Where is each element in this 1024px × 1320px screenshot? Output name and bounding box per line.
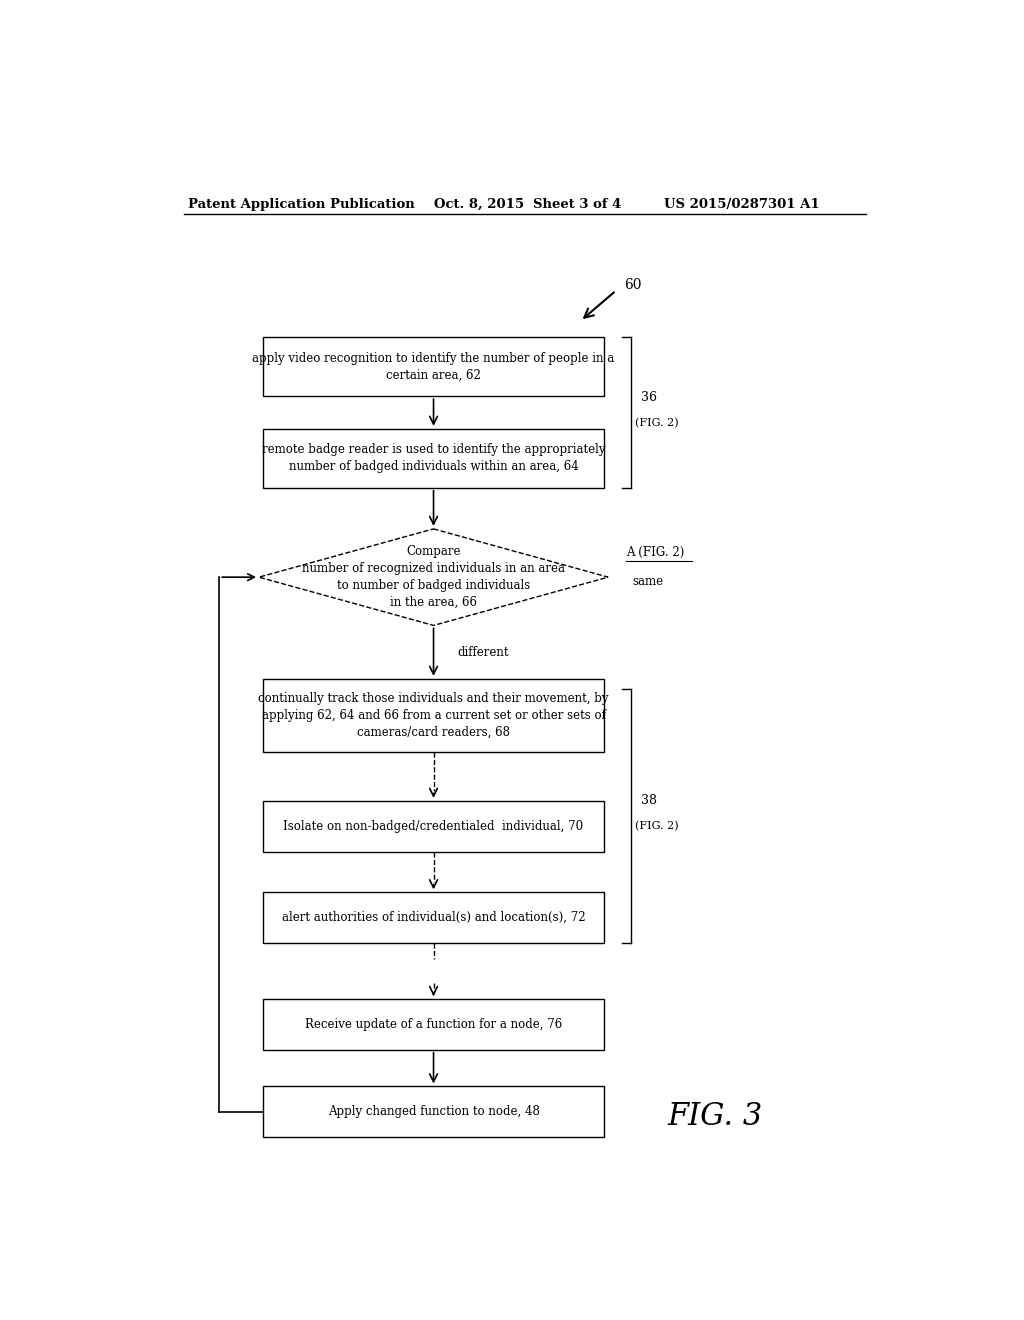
Text: Oct. 8, 2015: Oct. 8, 2015 — [433, 198, 523, 211]
Text: Compare
number of recognized individuals in an area
to number of badged individu: Compare number of recognized individuals… — [302, 545, 565, 609]
Text: different: different — [458, 645, 509, 659]
FancyBboxPatch shape — [263, 678, 604, 752]
Text: Isolate on non-badged/credentialed  individual, 70: Isolate on non-badged/credentialed indiv… — [284, 820, 584, 833]
Text: 36: 36 — [641, 391, 656, 404]
Text: A (FIG. 2): A (FIG. 2) — [627, 546, 685, 558]
Text: 38: 38 — [641, 795, 656, 808]
Text: continually track those individuals and their movement, by
applying 62, 64 and 6: continually track those individuals and … — [258, 692, 609, 739]
Text: Patent Application Publication: Patent Application Publication — [187, 198, 415, 211]
Text: FIG. 3: FIG. 3 — [668, 1101, 763, 1133]
FancyBboxPatch shape — [263, 338, 604, 396]
Text: Sheet 3 of 4: Sheet 3 of 4 — [532, 198, 622, 211]
Text: Receive update of a function for a node, 76: Receive update of a function for a node,… — [305, 1018, 562, 1031]
FancyBboxPatch shape — [263, 892, 604, 942]
FancyBboxPatch shape — [263, 429, 604, 487]
Text: 60: 60 — [624, 279, 641, 293]
Text: (FIG. 2): (FIG. 2) — [635, 417, 679, 428]
Text: remote badge reader is used to identify the appropriately
number of badged indiv: remote badge reader is used to identify … — [262, 444, 605, 474]
Text: same: same — [633, 576, 664, 589]
FancyBboxPatch shape — [263, 801, 604, 851]
Text: (FIG. 2): (FIG. 2) — [635, 821, 679, 832]
Text: US 2015/0287301 A1: US 2015/0287301 A1 — [664, 198, 819, 211]
Text: Apply changed function to node, 48: Apply changed function to node, 48 — [328, 1105, 540, 1118]
FancyBboxPatch shape — [263, 1086, 604, 1138]
Text: apply video recognition to identify the number of people in a
certain area, 62: apply video recognition to identify the … — [252, 351, 614, 381]
Text: alert authorities of individual(s) and location(s), 72: alert authorities of individual(s) and l… — [282, 911, 586, 924]
Polygon shape — [259, 529, 608, 626]
FancyBboxPatch shape — [263, 999, 604, 1049]
